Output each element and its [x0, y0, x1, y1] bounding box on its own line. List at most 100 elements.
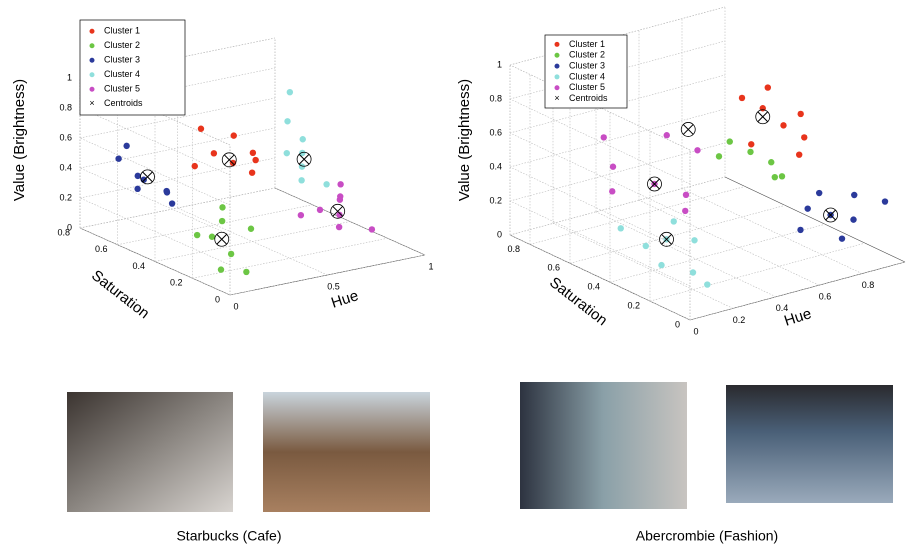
x-tick-label: 0.4 [776, 303, 789, 313]
point [217, 266, 225, 273]
point [316, 206, 324, 214]
point [747, 148, 754, 156]
z-tick-label: 0.8 [489, 93, 502, 103]
x-tick-label: 0.5 [327, 281, 340, 291]
legend-marker [554, 74, 560, 80]
z-tick-label: 0 [67, 222, 72, 232]
point [208, 233, 216, 240]
point [218, 217, 226, 225]
grid-line [509, 176, 726, 236]
grid-line [552, 223, 734, 309]
point [771, 173, 778, 181]
y-tick-label: 0.8 [57, 227, 70, 237]
z-tick-label: 0.2 [489, 195, 502, 205]
z-tick-label: 1 [67, 72, 72, 82]
photo [263, 392, 430, 512]
y-axis-label: Saturation [546, 274, 610, 330]
point [298, 177, 305, 184]
z-tick-label: 0.2 [59, 192, 72, 202]
legend-marker [554, 85, 560, 91]
point [168, 200, 176, 207]
photo [726, 385, 893, 503]
point [210, 150, 218, 157]
point [123, 142, 130, 150]
y-tick-label: 0.6 [547, 263, 560, 273]
centroid [659, 231, 674, 247]
point [197, 125, 205, 132]
point [617, 225, 624, 232]
point [249, 149, 257, 157]
legend-label: Cluster 4 [569, 71, 605, 81]
y-tick-label: 0.2 [170, 278, 183, 288]
legend-label: Centroids [104, 98, 143, 108]
centroid [214, 231, 230, 247]
point [252, 156, 259, 164]
grid-line [177, 207, 328, 276]
point [115, 155, 122, 162]
point [284, 118, 291, 125]
centroid [221, 152, 237, 168]
x-tick-label: 1 [428, 261, 433, 271]
y-tick-label: 0 [215, 294, 220, 304]
point [283, 149, 290, 157]
point [768, 159, 775, 166]
point [227, 250, 235, 258]
point [691, 237, 698, 244]
grid-line [192, 237, 388, 279]
point [335, 223, 343, 231]
grid-line [509, 98, 691, 185]
centroid [330, 203, 346, 219]
z-tick-label: 0.6 [489, 127, 502, 137]
legend-marker [89, 86, 95, 92]
point [368, 226, 376, 233]
z-tick-label: 0.8 [59, 102, 72, 112]
point [336, 211, 343, 219]
point [286, 88, 294, 96]
legend-label: Cluster 5 [569, 82, 605, 92]
point [726, 138, 733, 145]
legend-box [79, 19, 186, 116]
point [764, 84, 771, 91]
y-tick-label: 0.8 [507, 244, 520, 254]
point [609, 163, 617, 170]
z-tick-label: 0 [497, 229, 502, 239]
centroid [823, 207, 838, 223]
legend-marker [554, 41, 560, 47]
y-tick-label: 0.4 [132, 261, 145, 271]
z-tick-label: 0.6 [59, 132, 72, 142]
z-tick-label: 0.4 [59, 162, 72, 172]
point [715, 153, 723, 160]
legend-label: Centroids [569, 93, 608, 103]
point [323, 181, 330, 188]
caption: Abercrombie (Fashion) [636, 528, 778, 544]
point [163, 189, 171, 196]
point [243, 268, 250, 276]
point [297, 211, 305, 219]
point [801, 134, 808, 141]
x-tick-label: 0.6 [819, 292, 832, 302]
point [796, 151, 803, 158]
point [704, 281, 711, 288]
y-tick-label: 0.4 [587, 282, 600, 292]
grid-line [509, 142, 726, 202]
y-tick-label: 0.6 [95, 244, 108, 254]
point [134, 172, 141, 180]
legend-box [544, 34, 628, 109]
point [219, 204, 226, 211]
point [851, 191, 858, 199]
grid-line [649, 242, 866, 302]
grid-line [595, 211, 777, 298]
centroid [755, 109, 771, 125]
photo [67, 392, 233, 512]
grid-line [509, 200, 691, 287]
legend-marker [89, 43, 95, 49]
legend-label: Cluster 1 [104, 26, 140, 36]
x-tick-label: 0.8 [862, 280, 875, 290]
legend-marker: × [89, 98, 94, 108]
point [689, 269, 697, 276]
x-tick-label: 0.2 [733, 315, 746, 325]
point [609, 188, 616, 195]
point [694, 147, 701, 154]
grid-line [509, 234, 691, 321]
